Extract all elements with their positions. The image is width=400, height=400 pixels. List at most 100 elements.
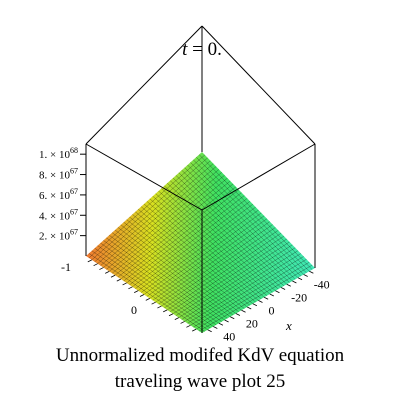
- box-top-edge-left: [85, 25, 203, 145]
- z-tick-label: 2. × 1067: [39, 228, 78, 243]
- x-tick-label: 40: [223, 330, 235, 344]
- y-minor-tick: [157, 305, 162, 309]
- mesh-line: [170, 235, 285, 312]
- y-minor-tick: [128, 286, 133, 290]
- y-minor-tick: [134, 290, 139, 294]
- mesh-line: [199, 264, 313, 332]
- y-minor-tick: [93, 263, 98, 267]
- mesh-line: [146, 201, 262, 300]
- x-minor-tick: [263, 296, 269, 300]
- mesh-line: [187, 164, 301, 277]
- x-minor-tick: [258, 300, 263, 303]
- x-minor-tick: [303, 274, 308, 277]
- x-tick-label: 20: [246, 317, 258, 331]
- x-tick-label: -20: [291, 291, 307, 305]
- mesh-line: [158, 190, 273, 293]
- x-minor-tick: [292, 280, 297, 284]
- y-minor-tick: [163, 309, 168, 313]
- z-axis: 2. × 1067 4. × 1067 6. × 1067 8. × 1067 1. ×…: [39, 146, 86, 243]
- x-minor-tick: [280, 287, 286, 290]
- caption-line-2: traveling wave plot 25: [114, 371, 286, 392]
- mesh-line: [161, 227, 276, 307]
- y-axis: -1 0: [61, 259, 197, 332]
- x-minor-tick: [235, 313, 241, 316]
- mesh-line: [190, 162, 304, 275]
- y-minor-tick: [116, 278, 121, 282]
- mesh-line: [196, 157, 310, 272]
- y-minor-tick: [139, 294, 145, 297]
- mesh-line: [175, 241, 290, 316]
- x-minor-tick: [297, 277, 303, 281]
- y-minor-tick: [186, 324, 191, 328]
- mesh-line: [149, 198, 265, 298]
- chart-title: t = 0.: [182, 39, 222, 60]
- mesh-line: [187, 253, 301, 324]
- mesh-line: [181, 247, 296, 320]
- mesh-line: [152, 196, 268, 296]
- box-top-front-left: [85, 143, 203, 211]
- z-tick-label: 4. × 1067: [39, 207, 78, 222]
- x-minor-tick: [230, 316, 235, 320]
- x-minor-tick: [218, 322, 224, 326]
- z-tick-label: 8. × 1067: [39, 167, 78, 182]
- x-axis-label: x: [285, 318, 292, 333]
- y-minor-tick: [110, 274, 116, 278]
- z-tick-label: 1. × 1068: [39, 146, 78, 161]
- y-minor-tick: [180, 321, 185, 324]
- y-minor-tick: [99, 267, 104, 270]
- mesh-line: [181, 170, 296, 280]
- mesh-line: [143, 209, 259, 295]
- mesh-line: [196, 262, 310, 330]
- mesh-line: [190, 256, 304, 326]
- y-minor-tick: [151, 301, 156, 305]
- box-back-edges: [85, 25, 316, 152]
- y-tick-label: 0: [131, 303, 137, 317]
- x-minor-tick: [247, 306, 252, 310]
- x-minor-tick: [224, 319, 229, 323]
- caption-line-1: Unnormalized modifed KdV equation: [55, 345, 345, 366]
- mesh-line: [158, 224, 273, 305]
- y-minor-tick: [174, 317, 179, 320]
- x-axis: -40 -20 0 20 40: [207, 270, 330, 344]
- x-minor-tick: [275, 290, 280, 294]
- x-minor-tick: [252, 303, 258, 307]
- mesh-line: [175, 175, 290, 283]
- box-front-edges: [85, 143, 316, 333]
- box-top-edge-right: [201, 25, 316, 145]
- x-minor-tick: [309, 270, 314, 274]
- mesh-line: [149, 215, 265, 299]
- x-tick-label: 0: [269, 304, 275, 318]
- x-minor-tick: [207, 329, 212, 333]
- y-minor-tick: [192, 328, 197, 332]
- y-minor-tick: [168, 313, 174, 317]
- mesh-line: [184, 250, 299, 322]
- mesh-line: [161, 188, 276, 291]
- box-top-front-right: [201, 143, 316, 211]
- mesh-line: [198, 154, 313, 270]
- y-minor-tick: [105, 271, 110, 274]
- mesh-line: [164, 185, 279, 290]
- mesh-line: [178, 172, 293, 282]
- mesh-line: [172, 238, 287, 314]
- y-minor-tick: [87, 259, 92, 263]
- mesh-line: [152, 218, 268, 301]
- x-minor-tick: [213, 326, 218, 329]
- x-minor-tick: [241, 309, 246, 313]
- mesh-line: [184, 167, 299, 278]
- z-tick-label: 6. × 1067: [39, 187, 78, 202]
- mesh-line: [155, 221, 270, 303]
- mesh-line: [164, 230, 279, 309]
- x-minor-tick: [269, 293, 274, 297]
- mesh-line: [167, 233, 282, 311]
- mesh-line: [146, 212, 262, 297]
- y-tick-label: -1: [61, 260, 71, 274]
- y-minor-tick: [145, 297, 150, 301]
- mesh-line: [178, 244, 293, 318]
- mesh-line: [155, 193, 270, 295]
- x-tick-label: -40: [314, 278, 330, 292]
- y-minor-tick: [122, 282, 127, 286]
- mesh-line: [169, 180, 285, 287]
- mesh-line: [193, 159, 307, 273]
- mesh-line: [172, 177, 287, 285]
